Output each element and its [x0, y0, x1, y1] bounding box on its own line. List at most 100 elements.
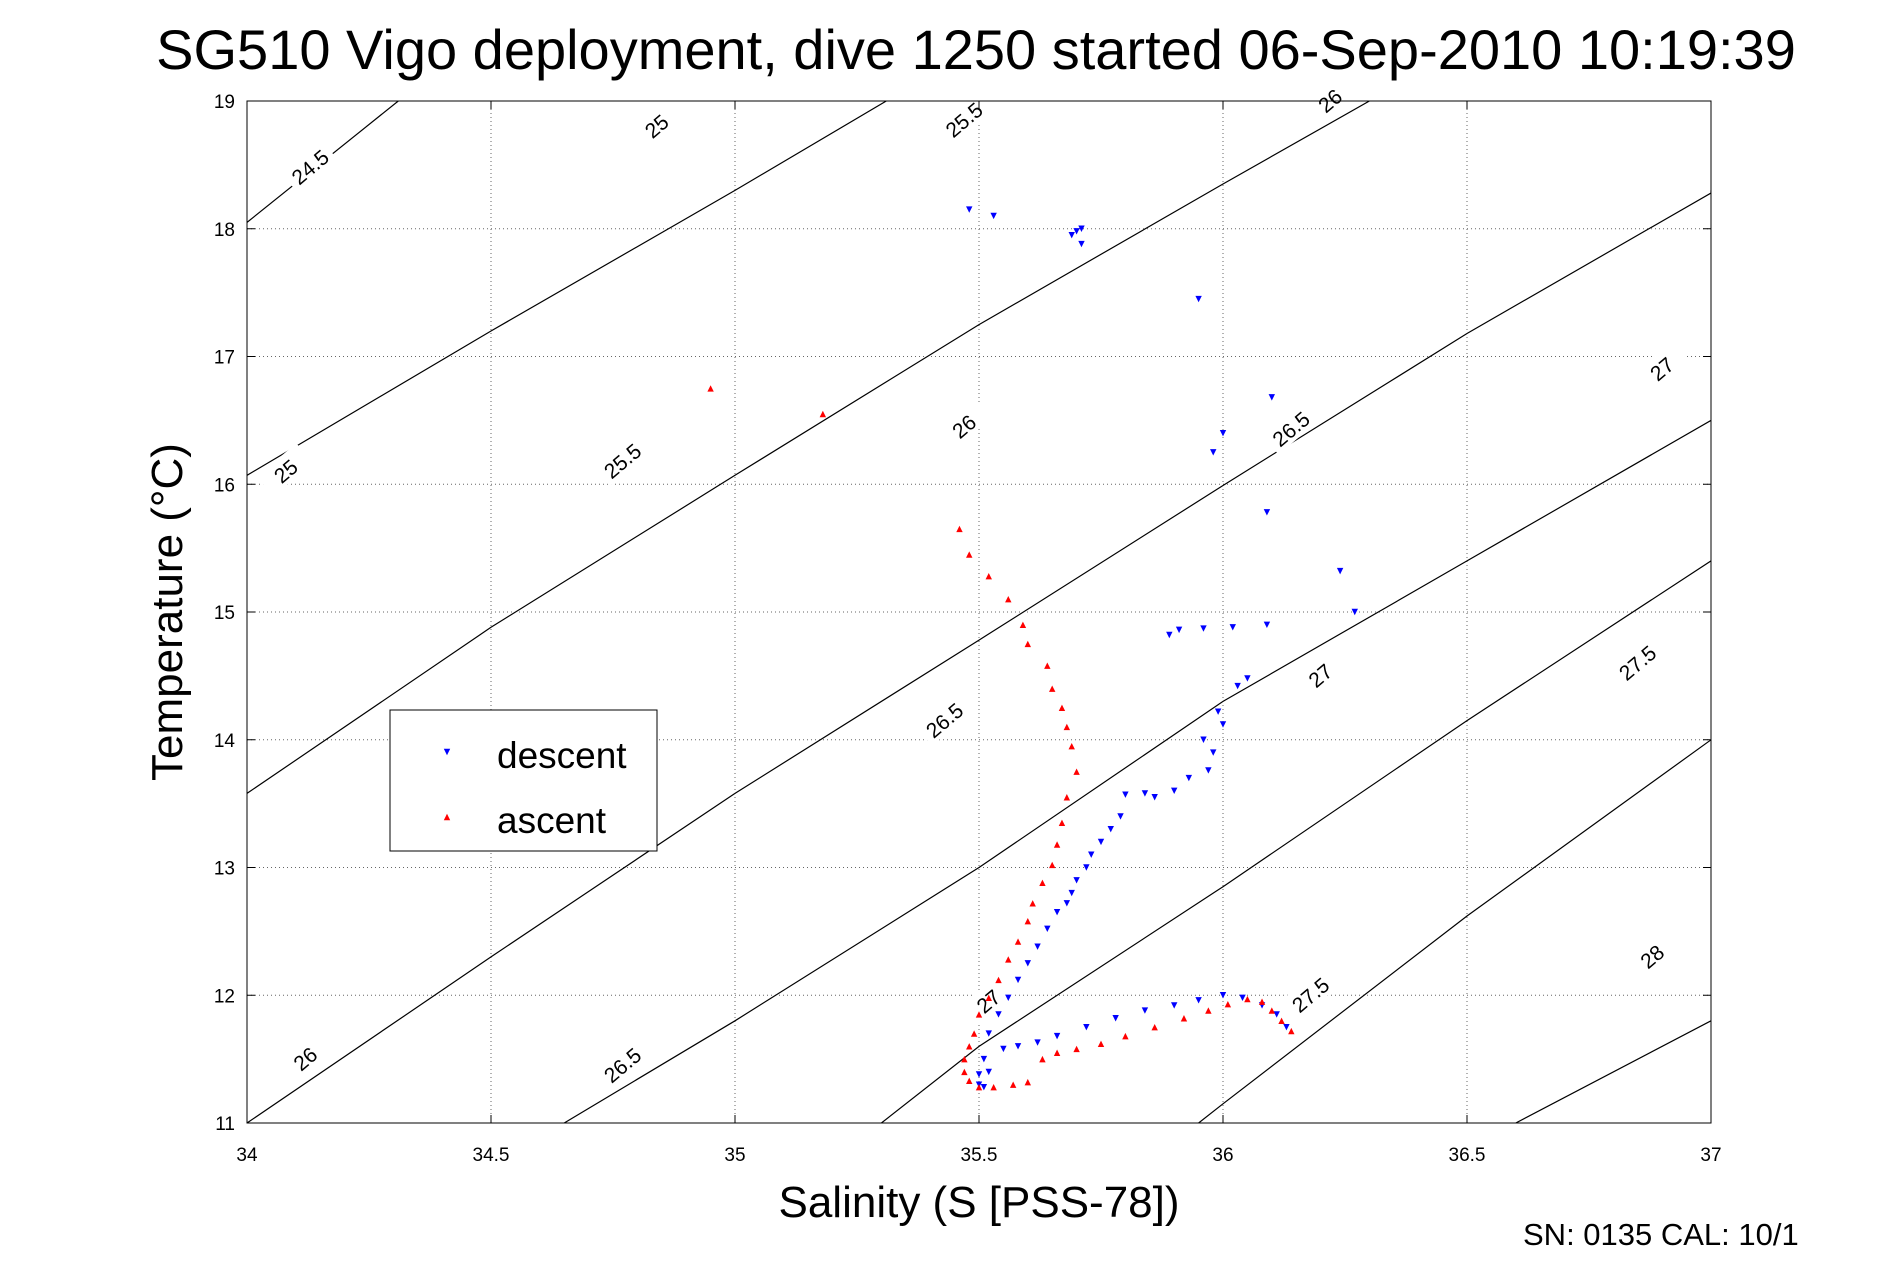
descent-point — [1219, 992, 1227, 999]
descent-point — [1210, 749, 1217, 756]
ascent-point — [1053, 841, 1061, 848]
ascent-point — [990, 1084, 997, 1091]
x-tick-label: 37 — [1700, 1145, 1721, 1166]
ascent-point — [1097, 1040, 1105, 1047]
ascent-point — [961, 1055, 968, 1063]
density-contour-27 — [881, 560, 1711, 1123]
ascent-point — [995, 976, 1002, 984]
descent-point — [1141, 1007, 1149, 1014]
contour-label-bg — [256, 443, 314, 497]
ascent-point — [1044, 662, 1051, 669]
ascent-point — [1024, 640, 1031, 648]
y-tick-label: 14 — [214, 731, 236, 752]
descent-point — [1141, 790, 1149, 797]
ascent-point — [1068, 742, 1075, 750]
descent-point — [1005, 994, 1012, 1002]
contour-label-bg — [934, 91, 992, 146]
descent-point — [1273, 1011, 1280, 1018]
ascent-point — [1224, 1000, 1232, 1008]
ascent-point — [1024, 1078, 1031, 1086]
descent-point — [985, 1030, 992, 1037]
descent-point — [1263, 509, 1271, 516]
contour-label-bg — [915, 692, 972, 746]
ascent-point — [707, 385, 714, 392]
y-tick-label: 18 — [214, 220, 235, 241]
descent-point — [1014, 1043, 1022, 1050]
descent-point — [1268, 394, 1275, 401]
ascent-point — [975, 1084, 983, 1091]
ascent-point — [966, 1043, 973, 1050]
density-contour-28 — [1515, 1020, 1711, 1123]
ascent-point — [961, 1068, 968, 1076]
contour-label-bg — [276, 1030, 333, 1085]
descent-point — [1229, 624, 1236, 631]
ascent-point — [1258, 998, 1266, 1005]
descent-point — [1200, 625, 1207, 632]
contour-label-bg — [627, 98, 684, 152]
descent-point — [1239, 994, 1246, 1002]
descent-point — [980, 1055, 988, 1063]
descent-point — [1073, 228, 1080, 235]
y-tick-label: 12 — [214, 986, 235, 1007]
ascent-point — [1049, 685, 1056, 692]
y-tick-label: 19 — [214, 92, 235, 113]
contour-label-bg — [280, 139, 338, 193]
ascent-point — [985, 573, 992, 580]
descent-point — [995, 1011, 1002, 1018]
descent-point — [1200, 736, 1207, 743]
descent-point — [1283, 1023, 1290, 1031]
ascent-point — [1005, 596, 1012, 603]
descent-point — [966, 206, 973, 213]
y-tick-label: 17 — [214, 348, 235, 369]
x-tick-label: 34 — [236, 1145, 258, 1166]
ascent-point — [1024, 917, 1031, 925]
descent-point — [1151, 794, 1158, 801]
contour-label-bg — [1632, 341, 1690, 395]
contour-label-bg — [593, 1037, 650, 1091]
descent-point — [1044, 925, 1051, 933]
descent-point — [980, 1084, 988, 1091]
descent-point — [1034, 943, 1041, 950]
ascent-point — [1058, 819, 1066, 826]
ascent-point — [1039, 879, 1046, 887]
density-contour-26 — [247, 190, 1711, 1123]
ascent-point — [1180, 1015, 1188, 1022]
descent-point — [1195, 295, 1202, 303]
descent-point — [1234, 682, 1241, 690]
descent-point — [1088, 851, 1095, 858]
ascent-point — [1205, 1007, 1212, 1014]
x-tick-label: 34.5 — [473, 1145, 510, 1166]
y-tick-label: 16 — [214, 475, 235, 496]
density-contour-27-5 — [1198, 739, 1711, 1123]
x-axis-label: Salinity (S [PSS-78]) — [778, 1178, 1179, 1227]
ascent-point — [1009, 1081, 1017, 1088]
ascent-point — [1005, 956, 1012, 963]
descent-point — [1097, 838, 1105, 846]
ascent-point — [1073, 768, 1080, 775]
contour-label-bg — [1300, 72, 1358, 127]
x-tick-label: 36 — [1212, 1145, 1233, 1166]
descent-point — [1034, 1039, 1041, 1046]
ascent-point — [1073, 1045, 1080, 1053]
legend-marker-ascent — [443, 813, 451, 821]
descent-point — [1195, 997, 1202, 1004]
legend-label-descent: descent — [497, 735, 627, 776]
legend: descent ascent — [389, 709, 658, 852]
ascent-point — [1029, 900, 1036, 907]
ascent-point — [819, 410, 827, 418]
descent-point — [1024, 960, 1031, 967]
contour-label-bg — [934, 398, 992, 452]
ascent-point — [1058, 704, 1066, 712]
ascent-point — [1019, 621, 1027, 628]
ascent-point — [970, 1030, 978, 1037]
density-contour-25-5 — [247, 101, 1370, 794]
descent-point — [1336, 567, 1344, 575]
descent-point — [1068, 231, 1075, 239]
descent-point — [1078, 240, 1085, 248]
y-tick-label: 15 — [214, 603, 235, 624]
contour-label-bg — [1291, 647, 1348, 702]
ascent-point — [1053, 1049, 1061, 1056]
ascent-point — [1063, 794, 1071, 801]
descent-point — [1205, 767, 1212, 774]
